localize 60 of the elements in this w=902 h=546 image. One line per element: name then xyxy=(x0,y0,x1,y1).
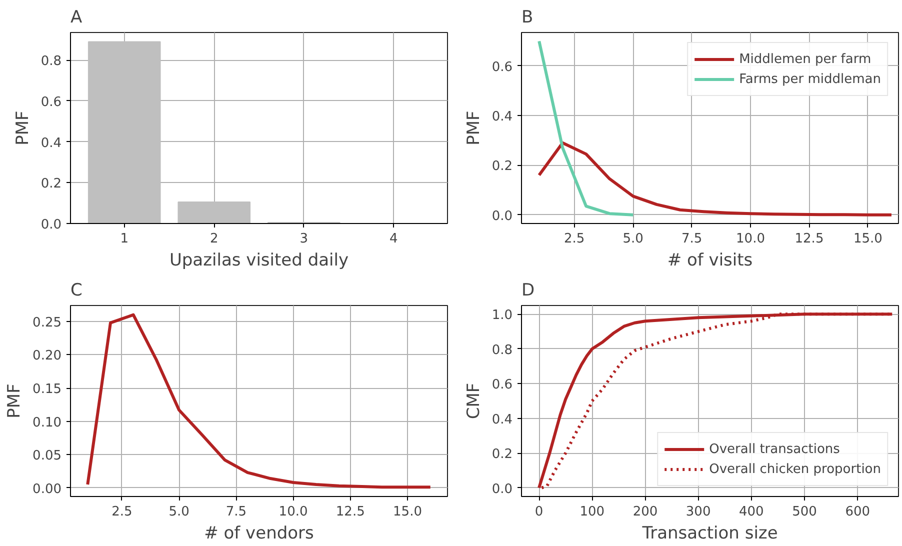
legend-label: Farms per middleman xyxy=(739,72,881,86)
legend-label: Overall transactions xyxy=(709,442,840,456)
x-axis-title: Upazilas visited daily xyxy=(169,250,349,270)
x-tick-label: 7.5 xyxy=(226,504,246,520)
y-tick-label: 0.8 xyxy=(492,342,513,358)
x-tick-label: 15.0 xyxy=(393,504,422,520)
y-tick-label: 1.0 xyxy=(492,308,513,324)
y-tick-label: 0.2 xyxy=(492,159,513,174)
legend-label: Middlemen per farm xyxy=(739,52,872,66)
y-axis-title: PMF xyxy=(4,384,25,418)
y-tick-label: 0.20 xyxy=(32,348,62,364)
chart-title: C xyxy=(70,280,82,300)
y-tick-label: 0.05 xyxy=(32,448,62,464)
x-tick-label: 12.5 xyxy=(336,504,365,520)
y-tick-label: 0.0 xyxy=(40,218,62,232)
x-tick-label: 0 xyxy=(534,504,544,520)
y-tick-label: 0.10 xyxy=(32,415,62,430)
y-tick-label: 0.2 xyxy=(40,176,62,192)
y-tick-label: 0.6 xyxy=(492,60,513,75)
y-tick-label: 0.8 xyxy=(40,54,62,70)
x-axis-title: Transaction size xyxy=(641,524,778,544)
y-tick-label: 0.25 xyxy=(32,315,62,330)
y-tick-label: 0.15 xyxy=(32,382,62,398)
y-tick-label: 0.4 xyxy=(492,412,513,428)
x-tick-label: 500 xyxy=(792,504,817,520)
x-tick-label: 2 xyxy=(210,232,218,246)
x-tick-label: 12.5 xyxy=(794,232,824,246)
x-tick-label: 10.0 xyxy=(278,504,308,520)
x-tick-label: 200 xyxy=(632,504,658,520)
x-tick-label: 400 xyxy=(739,504,764,520)
y-tick-label: 0.4 xyxy=(40,136,62,151)
x-tick-label: 2.5 xyxy=(564,232,585,246)
x-tick-label: 600 xyxy=(845,504,870,520)
x-tick-label: 7.5 xyxy=(681,232,702,246)
x-tick-label: 4 xyxy=(390,232,398,246)
chart-title: A xyxy=(70,8,82,28)
x-tick-label: 2.5 xyxy=(112,504,132,520)
y-tick-label: 0.0 xyxy=(492,208,513,224)
chart-title: D xyxy=(522,280,535,300)
chart-title: B xyxy=(522,8,534,28)
x-axis-title: # of vendors xyxy=(204,524,314,544)
y-axis-title: CMF xyxy=(464,382,484,420)
legend-label: Overall chicken proportion xyxy=(709,462,881,476)
x-axis-title: # of visits xyxy=(667,250,753,270)
x-tick-label: 100 xyxy=(580,504,605,520)
x-tick-label: 15.0 xyxy=(853,232,882,246)
y-axis-title: PMF xyxy=(12,110,33,146)
y-tick-label: 0.2 xyxy=(492,447,513,462)
x-tick-label: 10.0 xyxy=(736,232,765,246)
x-tick-label: 1 xyxy=(120,232,129,246)
y-axis-title: PMF xyxy=(464,110,484,146)
y-tick-label: 0.0 xyxy=(492,482,513,497)
y-tick-label: 0.6 xyxy=(492,378,513,393)
y-tick-label: 0.6 xyxy=(40,94,62,110)
x-tick-label: 300 xyxy=(686,504,711,520)
y-tick-label: 0.4 xyxy=(492,110,513,125)
x-tick-label: 5.0 xyxy=(622,232,644,246)
y-tick-label: 0.00 xyxy=(32,482,62,497)
x-tick-label: 3 xyxy=(300,232,308,246)
x-tick-label: 5.0 xyxy=(168,504,190,520)
